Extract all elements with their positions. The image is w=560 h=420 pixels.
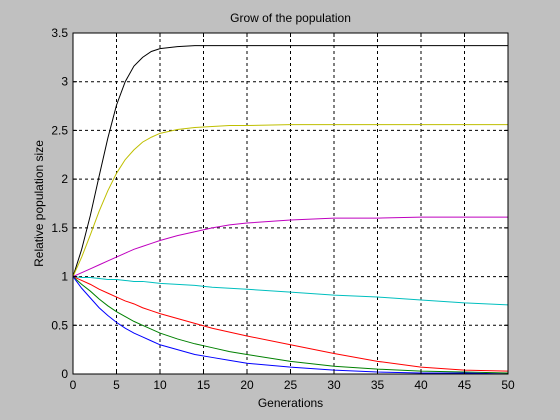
y-tick-label: 1 — [61, 270, 68, 284]
x-tick-label: 20 — [240, 378, 254, 392]
chart-title: Grow of the population — [230, 11, 351, 25]
y-tick-label: 2.5 — [51, 123, 68, 137]
x-tick-label: 35 — [371, 378, 385, 392]
y-tick-label: 0 — [61, 367, 68, 381]
x-tick-label: 40 — [414, 378, 428, 392]
x-tick-label: 15 — [197, 378, 211, 392]
x-tick-label: 5 — [113, 378, 120, 392]
x-tick-label: 50 — [501, 378, 515, 392]
y-tick-label: 3.5 — [51, 26, 68, 40]
series-lines — [72, 45, 509, 375]
series-line-1 — [72, 45, 508, 277]
series-line-6 — [72, 276, 509, 374]
series-line-5 — [72, 276, 509, 372]
x-tick-label: 45 — [458, 378, 472, 392]
y-tick-label: 2 — [61, 172, 68, 186]
y-tick-label: 1.5 — [51, 221, 68, 235]
y-tick-label: 0.5 — [51, 318, 68, 332]
grid-lines — [73, 33, 508, 374]
series-line-7 — [72, 276, 509, 375]
y-axis-label: Relative population size — [32, 140, 46, 267]
x-tick-label: 25 — [284, 378, 298, 392]
series-line-4 — [72, 276, 509, 306]
x-axis-label: Generations — [258, 396, 323, 410]
y-tick-label: 3 — [61, 75, 68, 89]
x-tick-label: 30 — [327, 378, 341, 392]
series-line-3 — [72, 216, 508, 278]
x-tick-label: 10 — [153, 378, 167, 392]
axis-ticks: 0 5 10 15 20 25 30 35 40 45 50 0 0.5 1 1.5 2 2.5 3 3.5 — [51, 26, 515, 392]
series-line-2 — [72, 124, 508, 277]
x-tick-label: 0 — [70, 378, 77, 392]
